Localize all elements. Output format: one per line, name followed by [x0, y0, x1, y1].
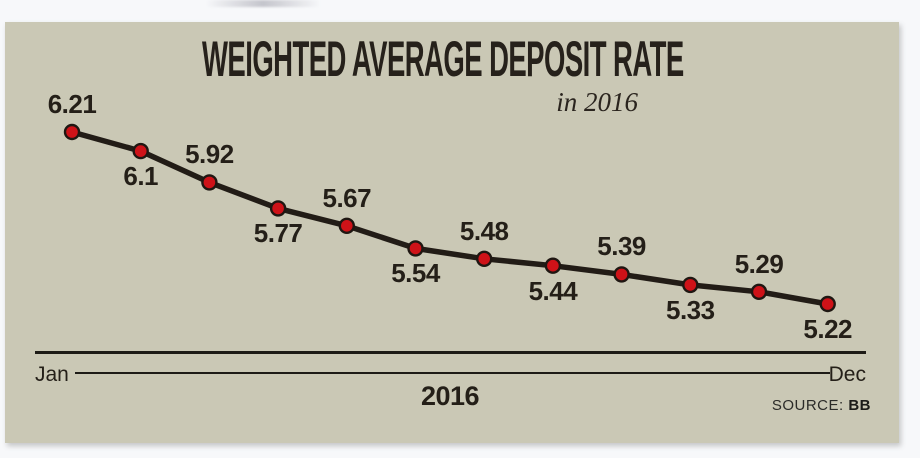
x-axis-year-label: 2016 — [420, 381, 480, 411]
data-point-may — [338, 217, 355, 235]
value-label-jul: 5.48 — [459, 215, 509, 246]
chart-subheader: in 2016 — [5, 89, 638, 116]
data-point-sep — [613, 266, 630, 283]
x-axis-label-end: Dec — [828, 363, 866, 386]
data-point-jul — [476, 250, 493, 268]
data-point-nov — [750, 283, 768, 300]
value-label-jan: 6.21 — [47, 89, 97, 119]
x-axis-label-start: Jan — [35, 363, 69, 386]
deposit-rate-line-chart — [63, 123, 836, 313]
data-point-oct — [682, 276, 699, 294]
value-label-nov: 5.29 — [734, 248, 784, 279]
value-label-oct: 5.33 — [665, 294, 715, 325]
chart-header: WEIGHTED AVERAGE DEPOSIT RATE — [5, 34, 816, 84]
value-label-may: 5.67 — [322, 182, 372, 213]
value-label-apr: 5.77 — [253, 218, 303, 249]
value-label-dec: 5.22 — [803, 314, 852, 344]
x-axis-line-secondary — [75, 372, 830, 374]
chart-title: WEIGHTED AVERAGE DEPOSIT RATE — [202, 31, 684, 87]
x-axis-line-primary — [35, 351, 866, 354]
data-point-jun — [407, 240, 424, 257]
data-point-apr — [269, 200, 287, 217]
value-label-aug: 5.44 — [528, 275, 578, 306]
value-label-sep: 5.39 — [597, 231, 646, 262]
data-point-feb — [132, 142, 149, 160]
source-attribution: SOURCE: BB — [772, 398, 871, 413]
rate-line — [69, 129, 831, 307]
source-label: SOURCE: — [771, 397, 844, 414]
chart-subtitle: in 2016 — [556, 87, 638, 117]
value-label-mar: 5.92 — [185, 139, 234, 170]
chart-panel: WEIGHTED AVERAGE DEPOSIT RATE in 2016 6.… — [5, 22, 899, 443]
data-point-jan — [63, 123, 81, 141]
value-label-feb: 6.1 — [123, 161, 159, 192]
top-edge-artifact — [205, 0, 320, 7]
data-point-dec — [819, 295, 836, 313]
data-point-aug — [544, 257, 562, 274]
source-value: BB — [848, 397, 871, 414]
data-point-mar — [201, 174, 218, 191]
value-label-jun: 5.54 — [391, 258, 440, 289]
